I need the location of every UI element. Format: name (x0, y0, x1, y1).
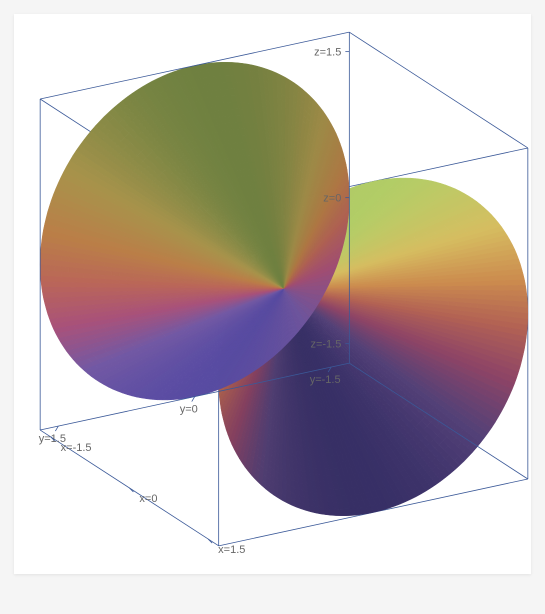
plot-card: zz=-1.5z=0z=1.5y=-1.5y=0y=1.5x=-1.5x=0x=… (14, 14, 531, 574)
cone-3d-plot: zz=-1.5z=0z=1.5y=-1.5y=0y=1.5x=-1.5x=0x=… (14, 14, 531, 574)
cone-surface (40, 62, 528, 515)
